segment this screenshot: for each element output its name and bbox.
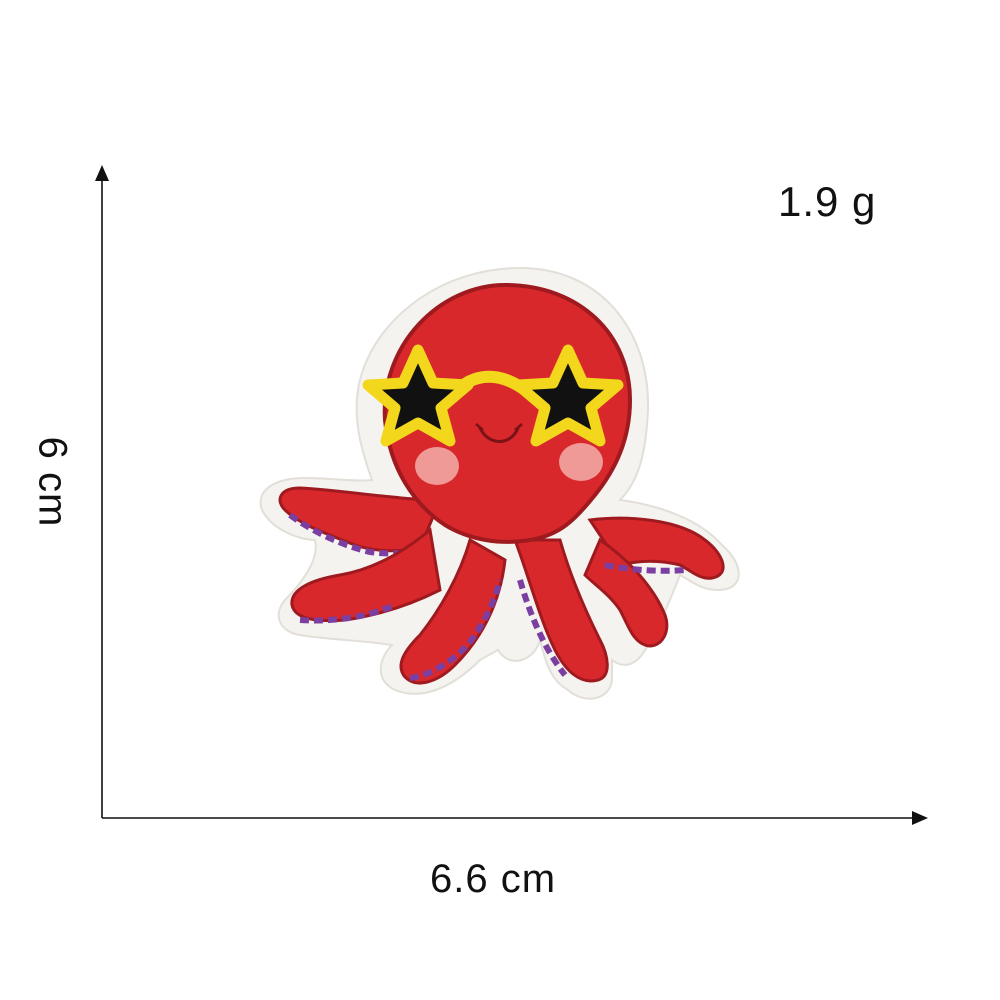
left-lower-suction-cups — [299, 602, 397, 624]
right-cheek — [559, 443, 603, 481]
star-sunglasses-icon — [362, 344, 624, 447]
right-star-lens — [512, 344, 624, 447]
horizontal-axis-arrow-icon — [912, 811, 928, 825]
octopus-patch-icon — [259, 266, 740, 700]
front-left-tentacle — [399, 537, 507, 685]
smile-dimple-right — [514, 423, 523, 431]
weight-label: 1.9 g — [778, 178, 877, 225]
front-left-suction-cups — [409, 579, 503, 681]
height-dimension-label: 6 cm — [30, 436, 75, 528]
front-right-tentacle — [512, 538, 609, 683]
width-dimension-label: 6.6 cm — [430, 857, 557, 901]
smile-dimple-left — [475, 423, 484, 431]
right-suction-cups — [604, 562, 686, 574]
vertical-axis-arrow-icon — [95, 165, 109, 181]
left-star-lens — [362, 344, 474, 447]
smile — [478, 426, 520, 443]
axes — [95, 165, 928, 825]
left-cheek — [415, 447, 459, 485]
left-arm-tentacle — [278, 486, 443, 553]
left-arm-suction-cups — [288, 512, 421, 557]
